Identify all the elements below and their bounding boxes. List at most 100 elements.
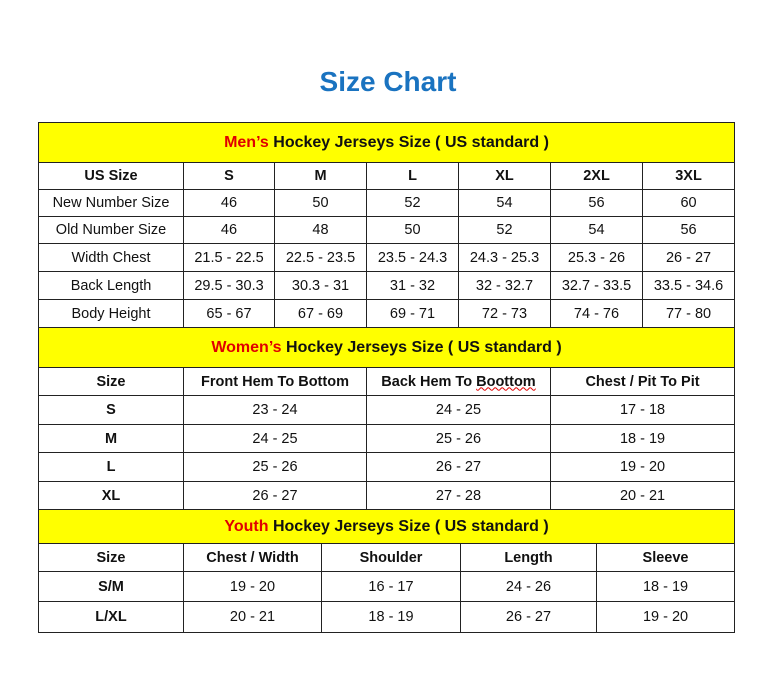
header-text-part: Back Hem To	[381, 373, 477, 390]
table-cell: 24 - 26	[460, 571, 597, 602]
table-cell: 67 - 69	[274, 299, 367, 328]
table-row: Back Length 29.5 - 30.3 30.3 - 31 31 - 32 32…	[38, 271, 736, 300]
page-title: Size Chart	[319, 66, 457, 97]
misspelled-word: Boottom	[476, 373, 536, 390]
table-cell: 77 - 80	[641, 299, 736, 328]
table-cell: 60	[641, 189, 736, 217]
table-cell: 18 - 19	[549, 424, 736, 453]
table-cell: 56	[550, 189, 643, 217]
heading-text: Hockey Jerseys Size ( US standard )	[268, 517, 549, 535]
table-row: Body Height 65 - 67 67 - 69 69 - 71 72 - 73 7…	[38, 299, 736, 328]
row-label: XL	[38, 481, 184, 510]
table-cell: 23 - 24	[183, 395, 367, 425]
table-cell: 56	[641, 216, 736, 244]
table-cell: 54	[550, 216, 643, 244]
table-cell: 26 - 27	[366, 452, 551, 482]
table-cell: 22.5 - 23.5	[274, 243, 367, 272]
column-header: XL	[458, 162, 551, 190]
table-cell: 48	[274, 216, 367, 244]
men-size-table: Men’s Hockey Jerseys Size ( US standard …	[37, 122, 736, 328]
table-cell: 54	[458, 189, 551, 217]
row-label: Old Number Size	[38, 216, 184, 244]
table-cell: 24 - 25	[183, 424, 367, 453]
column-header: Chest / Width	[183, 543, 322, 572]
table-cell: 26 - 27	[183, 481, 367, 510]
table-cell: 65 - 67	[183, 299, 275, 328]
table-cell: 20 - 21	[549, 481, 736, 510]
table-cell: 17 - 18	[549, 395, 736, 425]
table-cell: 50	[366, 216, 459, 244]
column-header: Sleeve	[595, 543, 736, 572]
table-cell: 69 - 71	[366, 299, 459, 328]
column-header: 3XL	[641, 162, 736, 190]
table-row: XL 26 - 27 27 - 28 20 - 21	[38, 481, 736, 510]
table-cell: 18 - 19	[595, 571, 736, 602]
table-row: L/XL 20 - 21 18 - 19 26 - 27 19 - 20	[38, 601, 736, 633]
column-header: M	[274, 162, 367, 190]
table-cell: 46	[183, 189, 275, 217]
table-cell: 52	[366, 189, 459, 217]
table-cell: 29.5 - 30.3	[183, 271, 275, 300]
column-header: Length	[460, 543, 597, 572]
table-row: M 24 - 25 25 - 26 18 - 19	[38, 424, 736, 453]
column-header: Front Hem To Bottom	[183, 367, 367, 396]
women-section-heading: Women’s Hockey Jerseys Size ( US standar…	[37, 327, 736, 368]
header-row: US Size S M L XL 2XL 3XL	[38, 162, 736, 190]
table-cell: 50	[274, 189, 367, 217]
table-cell: 19 - 20	[183, 571, 322, 602]
column-header: US Size	[38, 162, 184, 190]
table-cell: 23.5 - 24.3	[366, 243, 459, 272]
column-header: Size	[38, 367, 184, 396]
table-row: S 23 - 24 24 - 25 17 - 18	[38, 395, 736, 425]
row-label: M	[38, 424, 184, 453]
women-size-table: Women’s Hockey Jerseys Size ( US standar…	[37, 327, 736, 510]
row-label: Body Height	[38, 299, 184, 328]
row-label: S/M	[38, 571, 184, 602]
table-cell: 19 - 20	[549, 452, 736, 482]
table-row: L 25 - 26 26 - 27 19 - 20	[38, 452, 736, 482]
table-cell: 52	[458, 216, 551, 244]
heading-highlight: Youth	[224, 517, 269, 535]
header-row: Size Front Hem To Bottom Back Hem To Boott…	[38, 367, 736, 396]
table-cell: 18 - 19	[321, 601, 461, 633]
column-header: 2XL	[550, 162, 643, 190]
row-label: S	[38, 395, 184, 425]
table-cell: 72 - 73	[458, 299, 551, 328]
table-cell: 16 - 17	[321, 571, 461, 602]
heading-highlight: Men’s	[224, 133, 269, 151]
section-heading: Men’s Hockey Jerseys Size ( US standard …	[37, 122, 736, 163]
row-label: L/XL	[38, 601, 184, 633]
heading-text: Hockey Jerseys Size ( US standard )	[268, 133, 549, 151]
men-section-heading: Men’s Hockey Jerseys Size ( US standard …	[37, 122, 736, 163]
column-header: Chest / Pit To Pit	[549, 367, 736, 396]
table-cell: 26 - 27	[460, 601, 597, 633]
heading-text: Hockey Jerseys Size ( US standard )	[281, 338, 562, 356]
heading-highlight: Women’s	[211, 338, 282, 356]
column-header: L	[366, 162, 459, 190]
table-cell: 30.3 - 31	[274, 271, 367, 300]
table-cell: 25.3 - 26	[550, 243, 643, 272]
row-label: L	[38, 452, 184, 482]
column-header: S	[183, 162, 275, 190]
table-cell: 32 - 32.7	[458, 271, 551, 300]
table-row: New Number Size 46 50 52 54 56 60	[38, 189, 736, 217]
youth-size-table: Youth Hockey Jerseys Size ( US standard …	[37, 509, 736, 633]
table-cell: 26 - 27	[641, 243, 736, 272]
section-heading: Women’s Hockey Jerseys Size ( US standar…	[37, 327, 736, 368]
section-heading: Youth Hockey Jerseys Size ( US standard …	[37, 509, 736, 544]
table-cell: 24 - 25	[366, 395, 551, 425]
table-row: S/M 19 - 20 16 - 17 24 - 26 18 - 19	[38, 571, 736, 602]
column-header: Size	[38, 543, 184, 572]
size-chart: Men’s Hockey Jerseys Size ( US standard …	[37, 122, 736, 633]
table-row: Width Chest 21.5 - 22.5 22.5 - 23.5 23.5 - …	[38, 243, 736, 272]
table-cell: 32.7 - 33.5	[550, 271, 643, 300]
table-cell: 27 - 28	[366, 481, 551, 510]
table-cell: 31 - 32	[366, 271, 459, 300]
column-header: Back Hem To Boottom	[366, 367, 551, 396]
table-cell: 74 - 76	[550, 299, 643, 328]
table-cell: 20 - 21	[183, 601, 322, 633]
table-row: Old Number Size 46 48 50 52 54 56	[38, 216, 736, 244]
row-label: Width Chest	[38, 243, 184, 272]
table-cell: 46	[183, 216, 275, 244]
row-label: New Number Size	[38, 189, 184, 217]
